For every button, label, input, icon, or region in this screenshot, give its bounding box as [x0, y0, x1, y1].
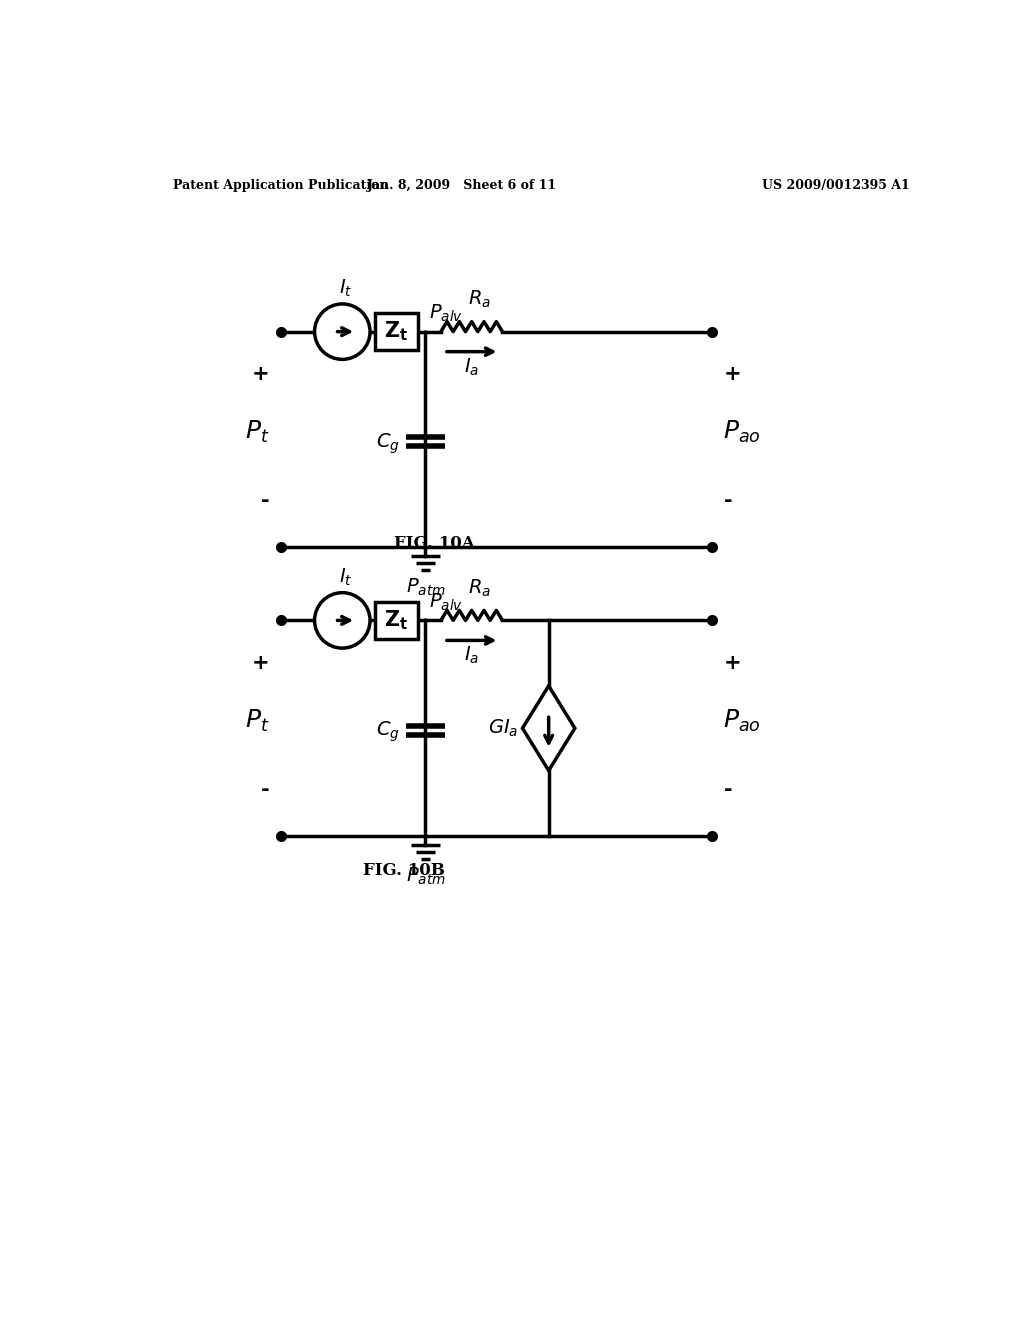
Text: $I_t$: $I_t$	[339, 279, 353, 300]
Bar	[375, 313, 418, 350]
Polygon shape	[522, 686, 574, 771]
Text: $P_{ao}$: $P_{ao}$	[724, 708, 761, 734]
Text: -: -	[724, 780, 732, 800]
Text: $R_a$: $R_a$	[468, 289, 490, 310]
Text: $P_t$: $P_t$	[245, 708, 269, 734]
Text: $P_{atm}$: $P_{atm}$	[406, 866, 445, 887]
Text: Jan. 8, 2009   Sheet 6 of 11: Jan. 8, 2009 Sheet 6 of 11	[367, 178, 557, 191]
Circle shape	[314, 593, 370, 648]
Text: $P_t$: $P_t$	[245, 418, 269, 445]
Text: +: +	[724, 364, 741, 384]
Text: -: -	[260, 491, 269, 511]
Text: $I_a$: $I_a$	[464, 356, 479, 378]
Text: Patent Application Publication: Patent Application Publication	[173, 178, 388, 191]
Text: US 2009/0012395 A1: US 2009/0012395 A1	[762, 178, 909, 191]
Circle shape	[314, 304, 370, 359]
Text: $I_t$: $I_t$	[339, 566, 353, 589]
Text: $R_a$: $R_a$	[468, 578, 490, 599]
Text: $C_g$: $C_g$	[376, 719, 399, 744]
Text: $C_g$: $C_g$	[376, 432, 399, 455]
Text: $P_{ao}$: $P_{ao}$	[724, 418, 761, 445]
Text: +: +	[724, 653, 741, 673]
Text: +: +	[252, 653, 269, 673]
Text: $P_{atm}$: $P_{atm}$	[406, 577, 445, 598]
Text: FIG. 10A: FIG. 10A	[394, 535, 475, 552]
Text: $\mathbf{Z_t}$: $\mathbf{Z_t}$	[384, 319, 409, 343]
Text: $P_{alv}$: $P_{alv}$	[429, 302, 463, 323]
Text: FIG. 10B: FIG. 10B	[362, 862, 444, 879]
Text: $P_{alv}$: $P_{alv}$	[429, 591, 463, 612]
Text: -: -	[260, 780, 269, 800]
Text: $GI_a$: $GI_a$	[487, 718, 518, 739]
Bar	[375, 602, 418, 639]
Text: $\mathbf{Z_t}$: $\mathbf{Z_t}$	[384, 609, 409, 632]
Text: $I_a$: $I_a$	[464, 645, 479, 667]
Text: +: +	[252, 364, 269, 384]
Text: -: -	[724, 491, 732, 511]
